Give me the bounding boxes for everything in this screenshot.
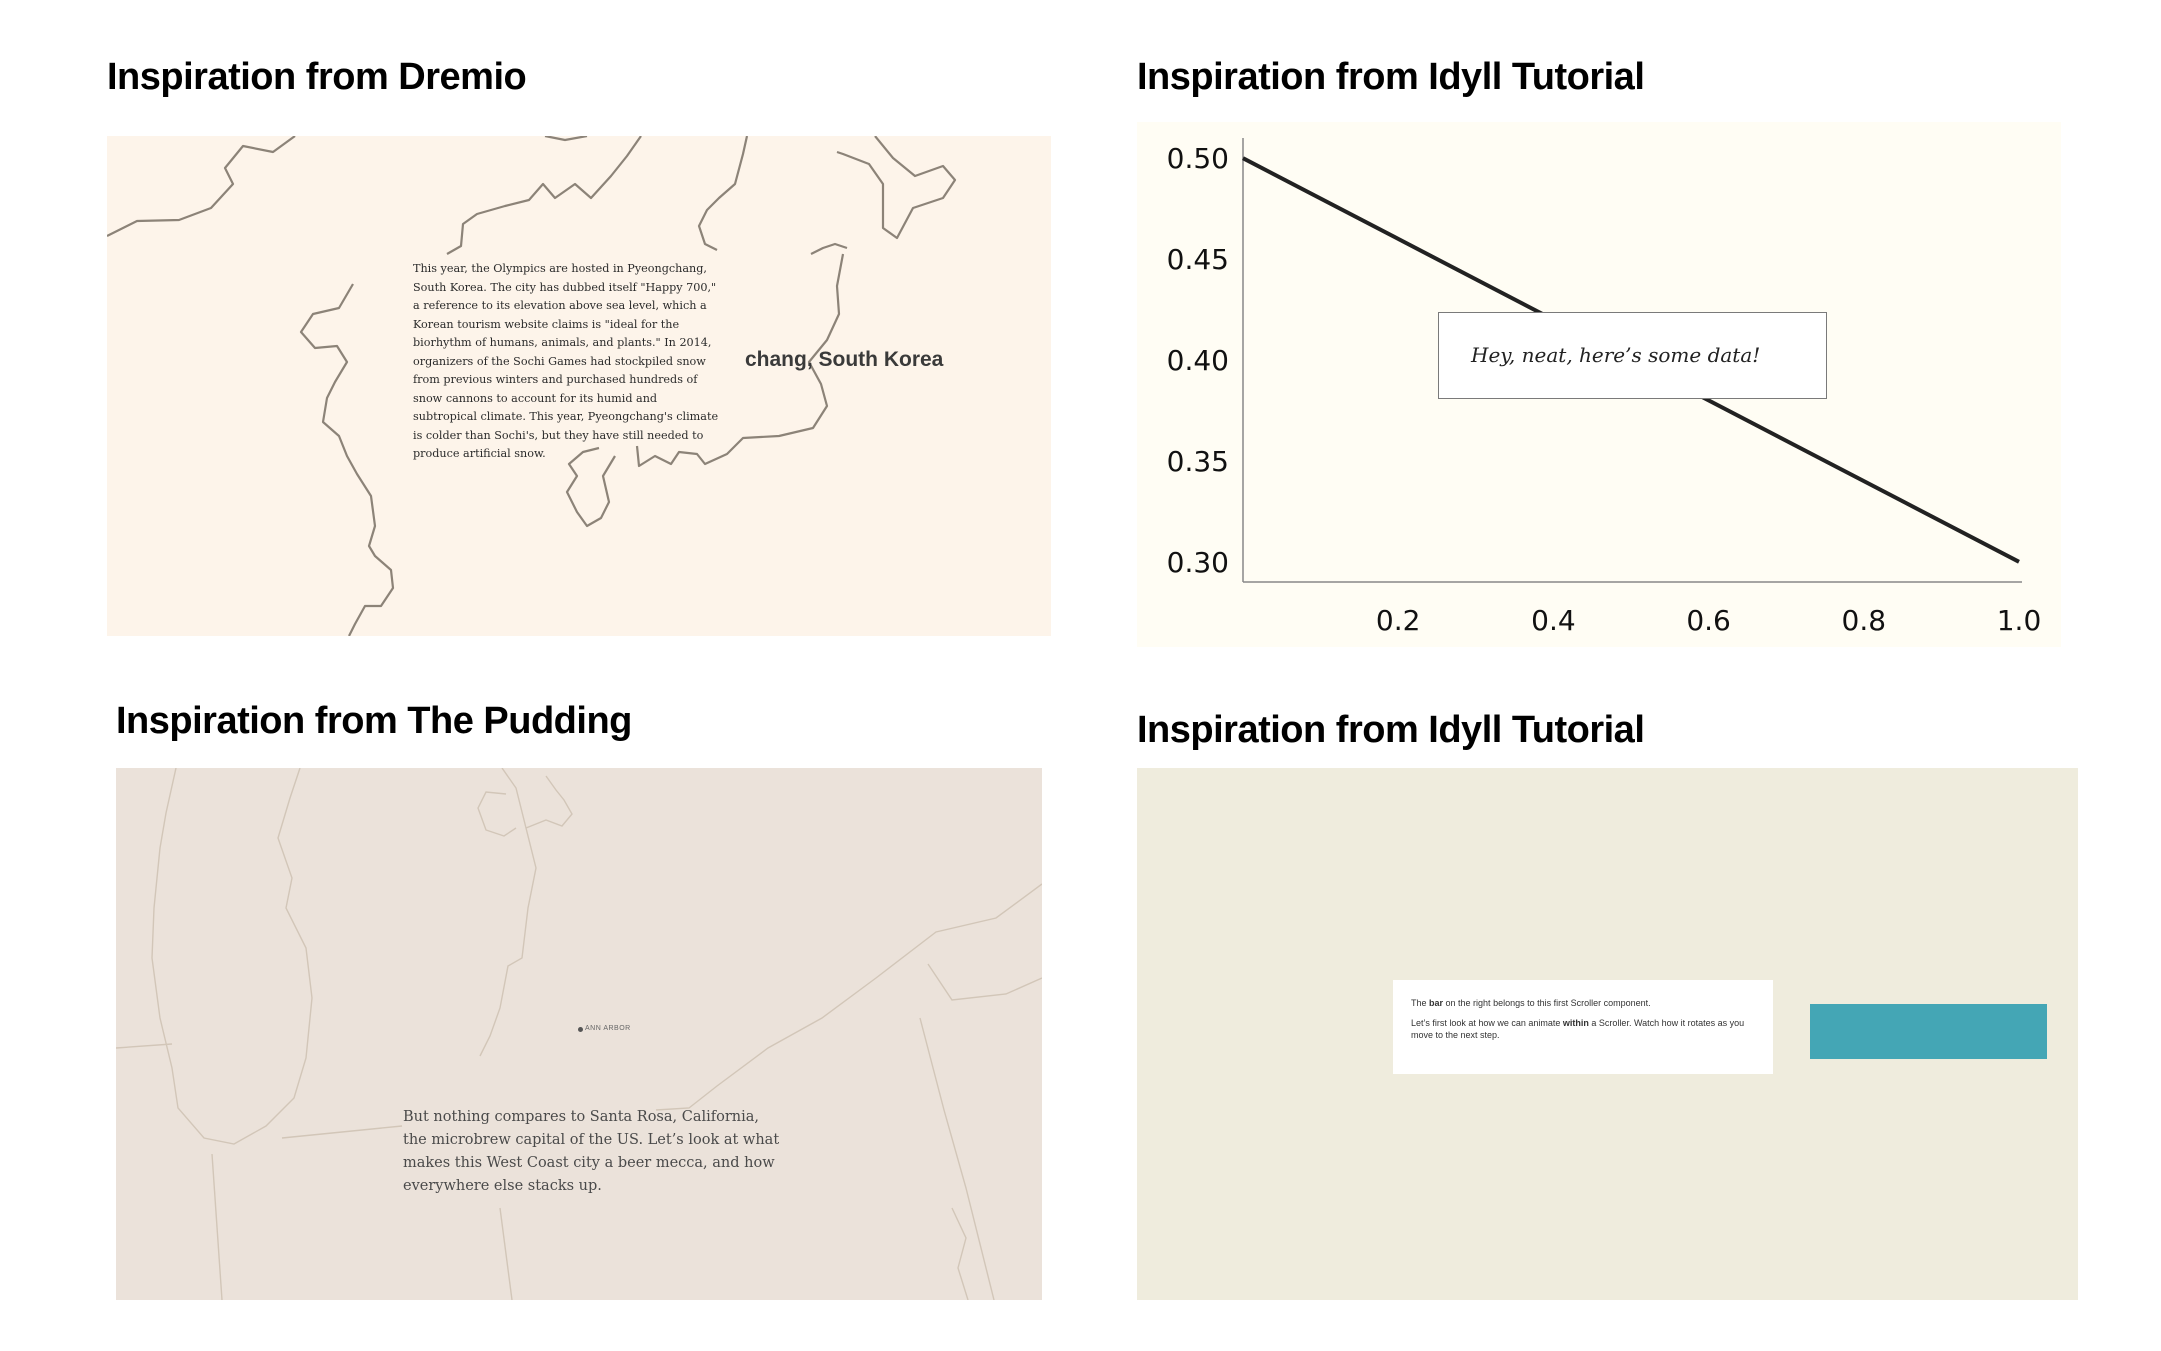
state-line-2 — [281, 1125, 403, 1139]
chart-tooltip: Hey, neat, here’s some data! — [1438, 312, 1827, 399]
y-tick-label: 0.40 — [1167, 344, 1229, 377]
scroller-bar — [1810, 1004, 2047, 1059]
x-tick-label: 0.2 — [1376, 604, 1421, 637]
y-tick-label: 0.35 — [1167, 445, 1229, 478]
state-line-1 — [116, 1043, 173, 1049]
pudding-map-panel: ANN ARBOR But nothing compares to Santa … — [116, 768, 1042, 1300]
panel-title-idyll-scroller: Inspiration from Idyll Tutorial — [1137, 709, 1645, 751]
great-lakes-map — [116, 768, 1042, 1300]
coastline-kyushu — [810, 242, 848, 255]
korea-map — [107, 136, 957, 636]
idyll-scroller-panel: The bar on the right belongs to this fir… — [1137, 768, 2078, 1300]
city-label: ANN ARBOR — [585, 1025, 631, 1032]
coastline-north — [107, 136, 296, 237]
state-line-6 — [927, 963, 1042, 1001]
panel-title-idyll-chart: Inspiration from Idyll Tutorial — [1137, 56, 1645, 98]
michigan-east-shore — [479, 768, 537, 1057]
idyll-chart-panel: 0.50 0.45 0.40 0.35 0.30 0.2 0.4 0.6 0.8 1.0 Hey… — [1137, 122, 2061, 647]
line-chart: 0.50 0.45 0.40 0.35 0.30 0.2 0.4 0.6 0.8 1.0 — [1167, 138, 2042, 637]
state-line-3 — [211, 1153, 223, 1300]
step-line-2: Let’s first look at how we can animate w… — [1411, 1018, 1745, 1040]
state-line-5 — [655, 883, 1042, 1111]
dremio-map-panel: This year, the Olympics are hosted in Py… — [107, 136, 1051, 636]
coastline-japan-north — [836, 136, 957, 240]
map-city-label: chang, South Korea — [745, 348, 944, 371]
dremio-story-text: This year, the Olympics are hosted in Py… — [413, 262, 719, 460]
state-line-8 — [951, 1207, 969, 1300]
state-line-7 — [919, 1017, 995, 1300]
coastline-honshu — [635, 253, 845, 468]
step-line-1: The bar on the right belongs to this fir… — [1411, 998, 1651, 1008]
lake-michigan-shore — [151, 768, 313, 1145]
coastline-peninsula-east — [697, 136, 749, 251]
coastline-manchuria — [446, 136, 642, 255]
pudding-story-text: But nothing compares to Santa Rosa, Cali… — [403, 1109, 780, 1194]
x-tick-label: 0.6 — [1686, 604, 1731, 637]
scroller-step-card: The bar on the right belongs to this fir… — [1393, 980, 1773, 1074]
lake-huron-north — [477, 775, 573, 837]
panel-title-dremio: Inspiration from Dremio — [107, 56, 527, 98]
coastline-jeju — [565, 446, 616, 528]
panel-title-pudding: Inspiration from The Pudding — [116, 700, 632, 742]
coastline-peninsula-west — [299, 283, 395, 636]
y-tick-label: 0.45 — [1167, 243, 1229, 276]
x-tick-label: 1.0 — [1997, 604, 2042, 637]
y-tick-label: 0.50 — [1167, 142, 1229, 175]
y-tick-label: 0.30 — [1167, 546, 1229, 579]
x-tick-label: 0.8 — [1842, 604, 1887, 637]
x-tick-label: 0.4 — [1531, 604, 1576, 637]
city-dot — [578, 1027, 583, 1032]
state-line-4 — [499, 1207, 513, 1300]
